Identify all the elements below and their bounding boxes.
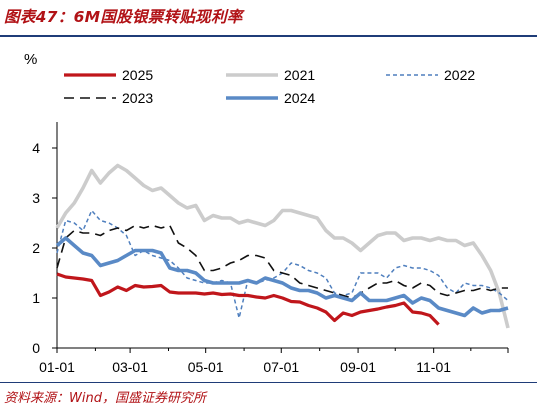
y-tick-label: 1 bbox=[32, 290, 40, 306]
legend-label-2024: 2024 bbox=[284, 90, 315, 106]
line-chart: % 0 1 2 3 4 01-01 03-01 05-01 07-01 09-01 11-01 202… bbox=[24, 51, 510, 375]
title-rule bbox=[0, 35, 537, 37]
chart-title: 图表47：6M国股银票转贴现利率 bbox=[4, 8, 243, 26]
chart-axes: % 0 1 2 3 4 01-01 03-01 05-01 07-01 09-01 11-01 bbox=[24, 51, 509, 375]
y-tick-label: 2 bbox=[32, 240, 40, 256]
legend-label-2025: 2025 bbox=[122, 67, 153, 83]
x-tick-label: 11-01 bbox=[416, 359, 451, 375]
legend-label-2023: 2023 bbox=[122, 90, 153, 106]
y-tick-label: 0 bbox=[32, 340, 40, 356]
x-tick-label: 07-01 bbox=[263, 359, 299, 375]
source-note: 资料来源：Wind，国盛证券研究所 bbox=[4, 391, 206, 406]
x-tick-label: 03-01 bbox=[112, 359, 148, 375]
y-tick-label: 4 bbox=[32, 140, 40, 156]
series-line-2024 bbox=[55, 236, 509, 318]
y-unit-label: % bbox=[24, 51, 37, 68]
series-line-2023 bbox=[56, 224, 508, 299]
series-line-2025 bbox=[56, 272, 440, 326]
legend-label-2022: 2022 bbox=[444, 67, 475, 83]
chart-lines bbox=[55, 163, 510, 329]
series-line-2022 bbox=[56, 209, 509, 319]
series-line-2021 bbox=[55, 163, 510, 329]
legend-label-2021: 2021 bbox=[284, 67, 315, 83]
footer-rule bbox=[0, 382, 537, 383]
y-tick-label: 3 bbox=[32, 190, 40, 206]
chart-legend: 2025 2021 2022 2023 2024 bbox=[64, 67, 475, 106]
x-tick-label: 09-01 bbox=[340, 359, 376, 375]
x-tick-label: 01-01 bbox=[39, 359, 75, 375]
x-tick-label: 05-01 bbox=[188, 359, 224, 375]
